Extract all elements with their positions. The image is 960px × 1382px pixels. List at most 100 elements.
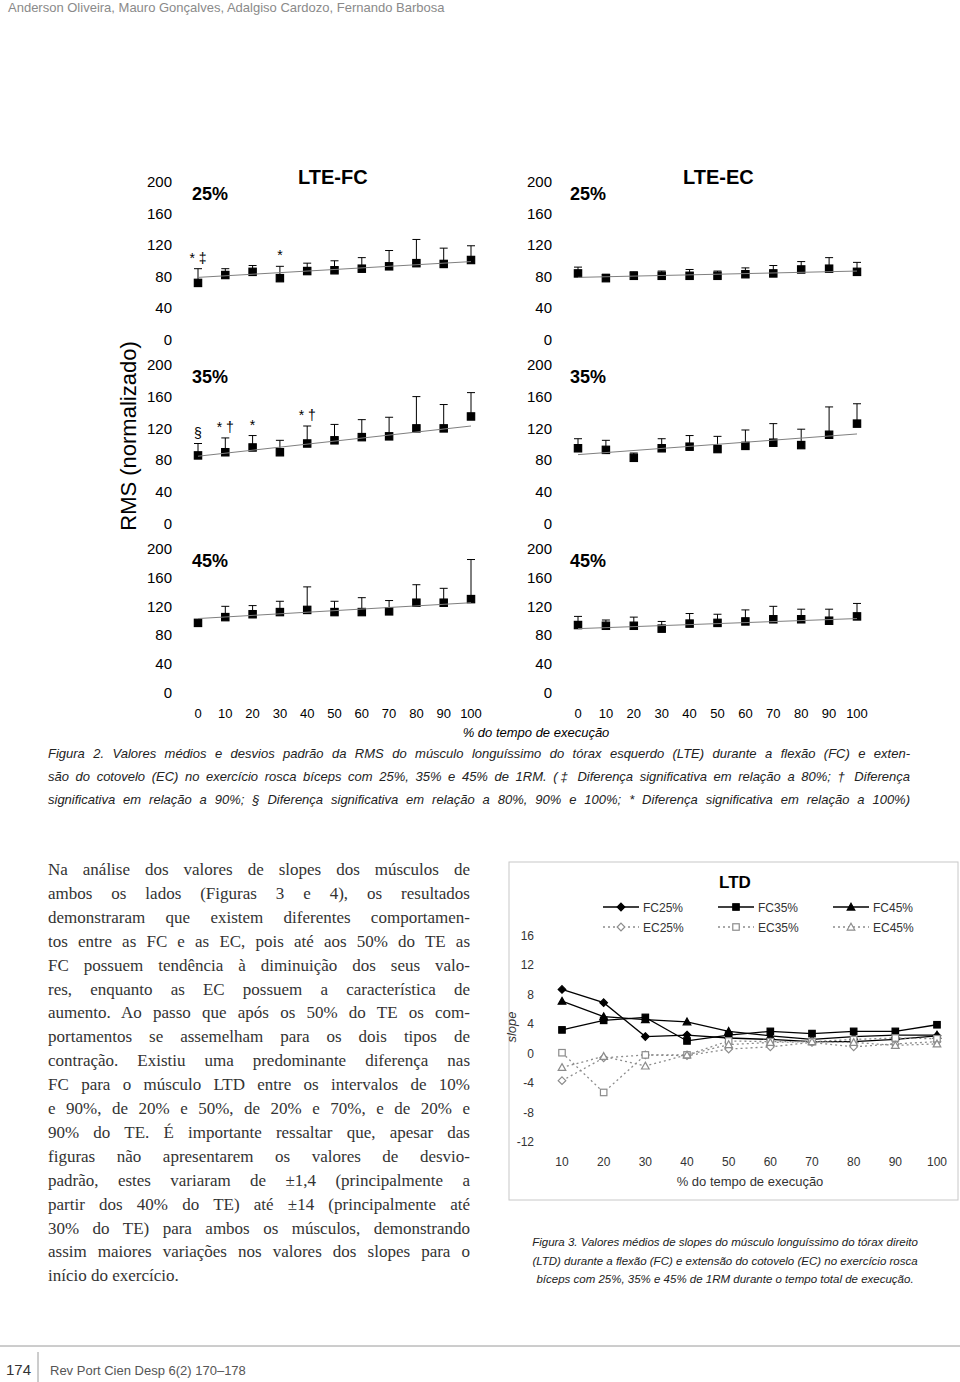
y-tick-label: 160	[527, 205, 552, 222]
body-text-line: FC para o músculo LTD entre os intervalo…	[48, 1075, 470, 1095]
annotation: *	[277, 247, 283, 263]
marker	[808, 1038, 816, 1046]
panel-title: 25%	[570, 184, 606, 204]
error-cap	[714, 436, 722, 437]
marker	[809, 1038, 815, 1044]
marker	[767, 1038, 773, 1044]
error-cap	[797, 429, 805, 430]
panel-title: 45%	[570, 551, 606, 571]
body-text-line: figuras não apresentarem os valores de d…	[48, 1147, 470, 1167]
error-cap	[741, 609, 749, 610]
page: LTE-FCLTE-ECRMS (normalizado)% do tempo …	[0, 0, 960, 1382]
error-bar	[467, 560, 475, 600]
series-line	[562, 1038, 937, 1092]
plot-area	[194, 239, 475, 286]
marker	[276, 608, 283, 615]
body-text-line: 30% do TE) para ambos os músculos, demon…	[48, 1219, 470, 1239]
y-tick-label: 4	[527, 1017, 534, 1031]
footer-rule	[0, 1346, 960, 1347]
panel: 35%04080120160200	[527, 356, 861, 532]
trend-line	[198, 603, 471, 619]
marker	[467, 256, 474, 263]
marker	[853, 420, 860, 427]
panel-title: 35%	[192, 367, 228, 387]
marker	[742, 442, 749, 449]
marker	[798, 441, 805, 448]
error-cap	[440, 588, 448, 589]
marker	[558, 1064, 566, 1071]
y-tick-label: 160	[147, 569, 172, 586]
legend-label: FC35%	[758, 901, 798, 915]
marker	[683, 1051, 691, 1058]
error-cap	[331, 260, 339, 261]
y-tick-label: 160	[527, 388, 552, 405]
marker	[742, 271, 749, 278]
error-cap	[574, 438, 582, 439]
body-text-line: e 90%, de 20% e 50%, de 20% e 70%, e de …	[48, 1099, 470, 1119]
x-tick-label: 60	[764, 1155, 778, 1169]
error-cap	[769, 423, 777, 424]
y-axis-label: RMS (normalizado)	[116, 341, 141, 531]
error-cap	[853, 262, 861, 263]
error-cap	[658, 438, 666, 439]
error-cap	[412, 584, 420, 585]
marker	[558, 986, 566, 994]
journal-name: Rev Port Cien Desp 6(2) 170–178	[50, 1363, 246, 1378]
x-tick-label: 10	[599, 706, 613, 721]
y-tick-label: 120	[147, 598, 172, 615]
error-cap	[358, 257, 366, 258]
error-cap	[303, 586, 311, 587]
marker	[413, 260, 420, 267]
column-title: LTE-FC	[298, 166, 368, 188]
marker	[194, 452, 201, 459]
marker	[331, 608, 338, 615]
y-tick-label: 200	[147, 356, 172, 373]
body-text-line: portamentos se assemelham para os dois t…	[48, 1027, 470, 1047]
error-cap	[853, 403, 861, 404]
marker	[725, 1028, 733, 1035]
marker	[574, 621, 581, 628]
y-tick-label: 120	[527, 420, 552, 437]
error-cap	[276, 440, 284, 441]
marker	[808, 1039, 816, 1047]
y-tick-label: 40	[155, 655, 172, 672]
y-tick-label: 0	[544, 515, 552, 532]
marker	[602, 275, 609, 282]
trend-line	[578, 434, 857, 455]
legend-marker	[733, 904, 739, 910]
error-cap	[221, 268, 229, 269]
body-text-line: início do exercício.	[48, 1266, 470, 1286]
y-tick-label: 16	[521, 929, 535, 943]
x-tick-label: 20	[627, 706, 641, 721]
body-text-line: contração. Existiu uma predominante dife…	[48, 1051, 470, 1071]
error-cap	[797, 261, 805, 262]
error-cap	[630, 617, 638, 618]
panel: 25%04080120160200* ‡*	[147, 173, 475, 348]
y-tick-label: 200	[147, 540, 172, 557]
error-cap	[467, 392, 475, 393]
marker	[276, 449, 283, 456]
annotation: * †	[299, 407, 316, 423]
marker	[684, 1052, 690, 1058]
body-text-line: partir dos 40% do TE) até ±14 (principal…	[48, 1195, 470, 1215]
error-cap	[467, 559, 475, 560]
x-tick-label: 50	[722, 1155, 736, 1169]
error-cap	[331, 424, 339, 425]
marker	[686, 620, 693, 627]
y-tick-label: 40	[535, 299, 552, 316]
trend-line	[578, 619, 857, 629]
error-cap	[358, 419, 366, 420]
y-tick-label: 160	[147, 205, 172, 222]
error-cap	[249, 435, 257, 436]
error-cap	[602, 440, 610, 441]
x-tick-label: 0	[194, 706, 201, 721]
marker	[686, 272, 693, 279]
x-tick-label: 70	[382, 706, 396, 721]
y-tick-label: 80	[535, 268, 552, 285]
legend-marker	[847, 923, 855, 930]
x-tick-label: 80	[794, 706, 808, 721]
marker	[276, 275, 283, 282]
marker	[850, 1039, 858, 1046]
error-cap	[249, 265, 257, 266]
legend-label: EC25%	[643, 921, 684, 935]
